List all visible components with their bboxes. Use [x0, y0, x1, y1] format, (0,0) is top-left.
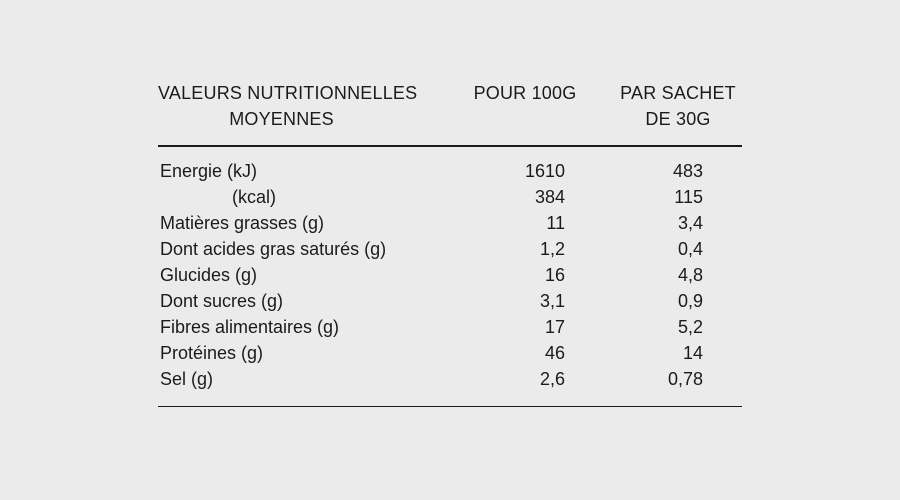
row-label: Protéines (g): [160, 342, 264, 363]
row-value-par-sachet: 5,2: [677, 316, 703, 337]
row-value-per-100g: 16: [544, 264, 565, 285]
table-header-row: VALEURS NUTRITIONNELLES MOYENNES POUR 10…: [158, 80, 742, 132]
row-label: Fibres alimentaires (g): [160, 316, 340, 337]
table-row: Matières grasses (g) 11 3,4: [158, 210, 742, 236]
row-value-per-100g: 1,2: [539, 238, 565, 259]
row-value-par-sachet: 115: [674, 186, 703, 207]
row-value-par-sachet: 4,8: [677, 264, 703, 285]
row-value-per-100g: 17: [544, 316, 565, 337]
row-label: (kcal): [232, 186, 276, 207]
table-row: Fibres alimentaires (g) 17 5,2: [158, 314, 742, 340]
header-col-nutrition-values: VALEURS NUTRITIONNELLES MOYENNES: [158, 80, 455, 132]
row-value-par-sachet: 0,4: [677, 238, 703, 259]
table-row: Protéines (g) 46 14: [158, 340, 742, 366]
row-value-par-sachet: 0,9: [677, 290, 703, 311]
nutrition-table: VALEURS NUTRITIONNELLES MOYENNES POUR 10…: [158, 80, 742, 408]
row-value-per-100g: 3,1: [539, 290, 565, 311]
row-value-per-100g: 1610: [524, 160, 565, 181]
row-value-per-100g: 11: [546, 212, 565, 233]
table-row: Sel (g) 2,6 0,78: [158, 366, 742, 392]
top-divider: [158, 145, 742, 147]
header-col1-line1: VALEURS NUTRITIONNELLES: [158, 83, 418, 103]
row-value-par-sachet: 0,78: [667, 368, 703, 389]
header-col3-line2: DE 30G: [645, 109, 711, 129]
table-row: Energie (kJ) 1610 483: [158, 158, 742, 184]
table-row: Dont acides gras saturés (g) 1,2 0,4: [158, 236, 742, 262]
row-value-par-sachet: 3,4: [677, 212, 703, 233]
row-label: Dont sucres (g): [160, 290, 284, 311]
row-label: Energie (kJ): [160, 160, 258, 181]
row-value-per-100g: 46: [544, 342, 565, 363]
row-label: Glucides (g): [160, 264, 258, 285]
row-value-par-sachet: 483: [672, 160, 703, 181]
header-col3-line1: PAR SACHET: [620, 83, 736, 103]
header-col-per-100g: POUR 100G: [473, 83, 577, 103]
row-value-per-100g: 2,6: [539, 368, 565, 389]
header-col1-line2: MOYENNES: [229, 109, 334, 129]
bottom-divider: [158, 405, 742, 408]
row-label: Dont acides gras saturés (g): [160, 238, 387, 259]
table-row: (kcal) 384 115: [158, 184, 742, 210]
table-row: Dont sucres (g) 3,1 0,9: [158, 288, 742, 314]
row-value-par-sachet: 14: [682, 342, 703, 363]
header-col-per-sachet: PAR SACHET DE 30G: [595, 80, 742, 132]
row-label: Matières grasses (g): [160, 212, 325, 233]
table-body: Energie (kJ) 1610 483 (kcal) 384 115 Mat…: [158, 158, 742, 392]
row-value-per-100g: 384: [534, 186, 565, 207]
table-row: Glucides (g) 16 4,8: [158, 262, 742, 288]
row-label: Sel (g): [160, 368, 214, 389]
